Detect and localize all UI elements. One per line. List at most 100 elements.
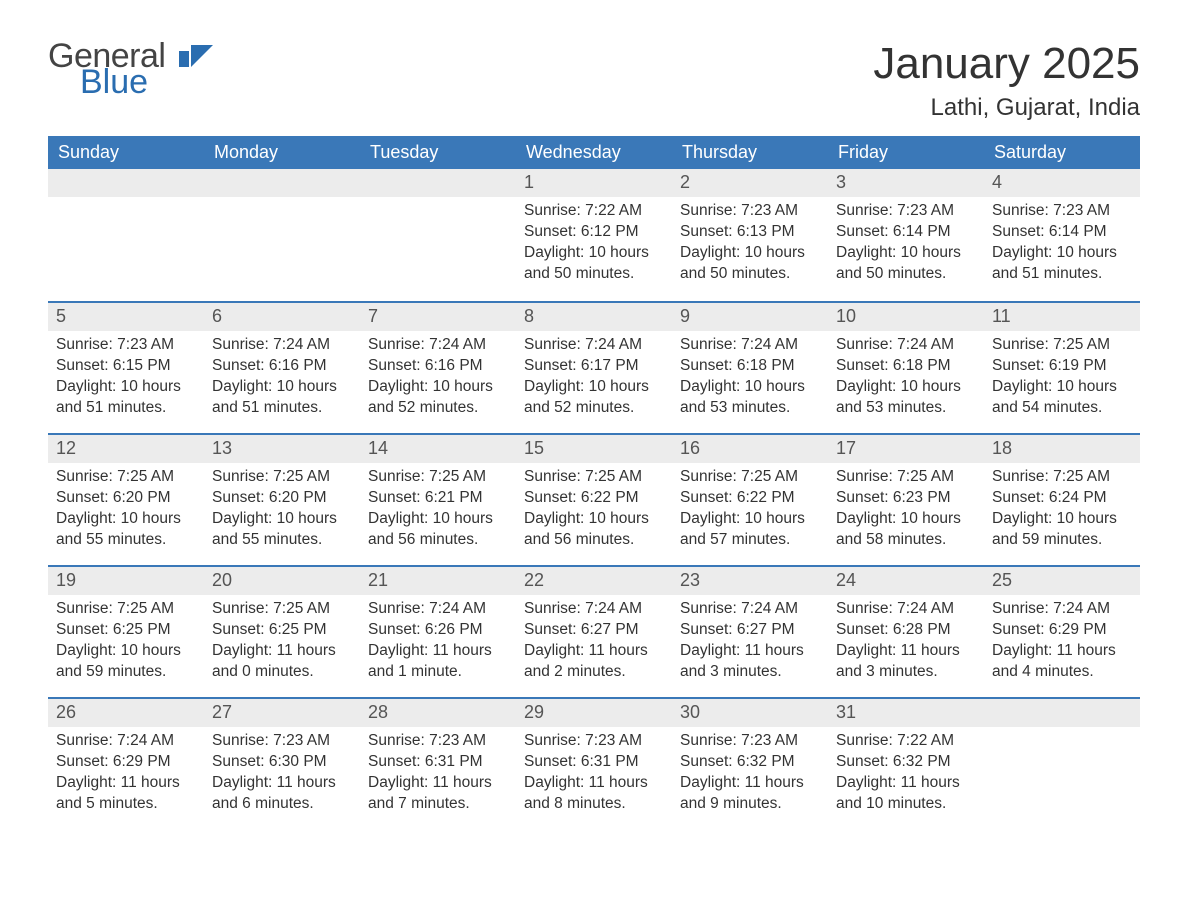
day-number: 11 (984, 301, 1140, 330)
day-number: 26 (48, 697, 204, 726)
weekday-header: Friday (828, 136, 984, 169)
day-detail: Sunrise: 7:23 AMSunset: 6:13 PMDaylight:… (672, 197, 828, 293)
day-number: 12 (48, 433, 204, 462)
day-number: 1 (516, 169, 672, 196)
daylight-text: Daylight: 10 hours and 54 minutes. (992, 377, 1132, 419)
daylight-text: Daylight: 10 hours and 52 minutes. (524, 377, 664, 419)
day-number: 15 (516, 433, 672, 462)
day-number: 4 (984, 169, 1140, 196)
daylight-text: Daylight: 11 hours and 9 minutes. (680, 773, 820, 815)
daylight-text: Daylight: 11 hours and 2 minutes. (524, 641, 664, 683)
calendar-day-cell (204, 169, 360, 301)
day-detail: Sunrise: 7:25 AMSunset: 6:22 PMDaylight:… (516, 463, 672, 559)
day-number: 30 (672, 697, 828, 726)
calendar-week-row: 26Sunrise: 7:24 AMSunset: 6:29 PMDayligh… (48, 697, 1140, 829)
calendar-day-cell: 28Sunrise: 7:23 AMSunset: 6:31 PMDayligh… (360, 697, 516, 829)
calendar-day-cell: 26 Sunrise: 7:24 AMSunset: 6:29 PMDayligh… (48, 697, 204, 829)
day-number: 2 (672, 169, 828, 196)
day-number: 18 (984, 433, 1140, 462)
location: Lathi, Gujarat, India (873, 94, 1140, 122)
calendar-day-cell: 15Sunrise: 7:25 AMSunset: 6:22 PMDayligh… (516, 433, 672, 565)
day-detail: Sunrise: 7:23 AMSunset: 6:14 PMDaylight:… (828, 197, 984, 293)
calendar-day-cell: 9Sunrise: 7:24 AMSunset: 6:18 PMDaylight… (672, 301, 828, 433)
calendar-day-cell (984, 697, 1140, 829)
day-detail: Sunrise: 7:24 AMSunset: 6:16 PMDaylight:… (204, 331, 360, 427)
daylight-text: Daylight: 11 hours and 5 minutes. (56, 773, 196, 815)
daylight-text: Daylight: 10 hours and 50 minutes. (524, 243, 664, 285)
day-detail: Sunrise: 7:22 AMSunset: 6:32 PMDaylight:… (828, 727, 984, 823)
daylight-text: Daylight: 11 hours and 1 minute. (368, 641, 508, 683)
sunset-text: Sunset: 6:31 PM (524, 752, 664, 773)
calendar-day-cell: 27Sunrise: 7:23 AMSunset: 6:30 PMDayligh… (204, 697, 360, 829)
sunset-text: Sunset: 6:19 PM (992, 356, 1132, 377)
daylight-text: Daylight: 11 hours and 3 minutes. (680, 641, 820, 683)
calendar-day-cell (48, 169, 204, 301)
weekday-header: Thursday (672, 136, 828, 169)
sunset-text: Sunset: 6:18 PM (836, 356, 976, 377)
calendar-day-cell: 20Sunrise: 7:25 AMSunset: 6:25 PMDayligh… (204, 565, 360, 697)
sunrise-text: Sunrise: 7:25 AM (992, 467, 1132, 488)
calendar-day-cell: 25Sunrise: 7:24 AMSunset: 6:29 PMDayligh… (984, 565, 1140, 697)
sunset-text: Sunset: 6:12 PM (524, 222, 664, 243)
daylight-text: Daylight: 11 hours and 6 minutes. (212, 773, 352, 815)
day-detail: Sunrise: 7:25 AMSunset: 6:25 PMDaylight:… (204, 595, 360, 691)
sunrise-text: Sunrise: 7:25 AM (524, 467, 664, 488)
calendar-day-cell: 30Sunrise: 7:23 AMSunset: 6:32 PMDayligh… (672, 697, 828, 829)
day-number: 17 (828, 433, 984, 462)
flag-icon (179, 40, 213, 72)
sunset-text: Sunset: 6:30 PM (212, 752, 352, 773)
title-block: January 2025 Lathi, Gujarat, India (873, 40, 1140, 132)
month-title: January 2025 (873, 40, 1140, 88)
sunrise-text: Sunrise: 7:22 AM (836, 731, 976, 752)
day-detail: Sunrise: 7:24 AMSunset: 6:28 PMDaylight:… (828, 595, 984, 691)
sunrise-text: Sunrise: 7:24 AM (56, 731, 196, 752)
day-detail: Sunrise: 7:25 AMSunset: 6:20 PMDaylight:… (48, 463, 204, 559)
day-detail: Sunrise: 7:24 AMSunset: 6:27 PMDaylight:… (516, 595, 672, 691)
weekday-header: Monday (204, 136, 360, 169)
sunrise-text: Sunrise: 7:22 AM (524, 201, 664, 222)
calendar-day-cell: 12Sunrise: 7:25 AMSunset: 6:20 PMDayligh… (48, 433, 204, 565)
day-number: 27 (204, 697, 360, 726)
daylight-text: Daylight: 10 hours and 58 minutes. (836, 509, 976, 551)
sunset-text: Sunset: 6:14 PM (992, 222, 1132, 243)
daylight-text: Daylight: 10 hours and 55 minutes. (56, 509, 196, 551)
calendar-day-cell: 19Sunrise: 7:25 AMSunset: 6:25 PMDayligh… (48, 565, 204, 697)
sunset-text: Sunset: 6:24 PM (992, 488, 1132, 509)
calendar-day-cell: 4Sunrise: 7:23 AMSunset: 6:14 PMDaylight… (984, 169, 1140, 301)
sunrise-text: Sunrise: 7:25 AM (368, 467, 508, 488)
day-detail: Sunrise: 7:25 AMSunset: 6:25 PMDaylight:… (48, 595, 204, 691)
day-number: 13 (204, 433, 360, 462)
day-number: 24 (828, 565, 984, 594)
weekday-header: Tuesday (360, 136, 516, 169)
calendar-day-cell: 7Sunrise: 7:24 AMSunset: 6:16 PMDaylight… (360, 301, 516, 433)
daylight-text: Daylight: 10 hours and 56 minutes. (524, 509, 664, 551)
daylight-text: Daylight: 11 hours and 4 minutes. (992, 641, 1132, 683)
sunrise-text: Sunrise: 7:23 AM (836, 201, 976, 222)
day-detail: Sunrise: 7:25 AMSunset: 6:22 PMDaylight:… (672, 463, 828, 559)
calendar-day-cell: 18Sunrise: 7:25 AMSunset: 6:24 PMDayligh… (984, 433, 1140, 565)
sunset-text: Sunset: 6:27 PM (524, 620, 664, 641)
calendar-day-cell: 3Sunrise: 7:23 AMSunset: 6:14 PMDaylight… (828, 169, 984, 301)
day-number: 5 (48, 301, 204, 330)
day-number: 3 (828, 169, 984, 196)
sunrise-text: Sunrise: 7:23 AM (680, 731, 820, 752)
daylight-text: Daylight: 10 hours and 51 minutes. (992, 243, 1132, 285)
day-detail: Sunrise: 7:24 AMSunset: 6:16 PMDaylight:… (360, 331, 516, 427)
sunrise-text: Sunrise: 7:23 AM (56, 335, 196, 356)
day-number: 8 (516, 301, 672, 330)
daylight-text: Daylight: 11 hours and 8 minutes. (524, 773, 664, 815)
daylight-text: Daylight: 10 hours and 57 minutes. (680, 509, 820, 551)
sunset-text: Sunset: 6:27 PM (680, 620, 820, 641)
daylight-text: Daylight: 10 hours and 50 minutes. (836, 243, 976, 285)
day-detail: Sunrise: 7:23 AMSunset: 6:30 PMDaylight:… (204, 727, 360, 823)
day-number: 29 (516, 697, 672, 726)
day-detail: Sunrise: 7:23 AMSunset: 6:31 PMDaylight:… (360, 727, 516, 823)
sunrise-text: Sunrise: 7:25 AM (992, 335, 1132, 356)
sunset-text: Sunset: 6:29 PM (992, 620, 1132, 641)
day-detail: Sunrise: 7:23 AMSunset: 6:15 PMDaylight:… (48, 331, 204, 427)
sunset-text: Sunset: 6:29 PM (56, 752, 196, 773)
day-number: 25 (984, 565, 1140, 594)
day-number: 10 (828, 301, 984, 330)
day-number: 16 (672, 433, 828, 462)
calendar-day-cell: 22Sunrise: 7:24 AMSunset: 6:27 PMDayligh… (516, 565, 672, 697)
